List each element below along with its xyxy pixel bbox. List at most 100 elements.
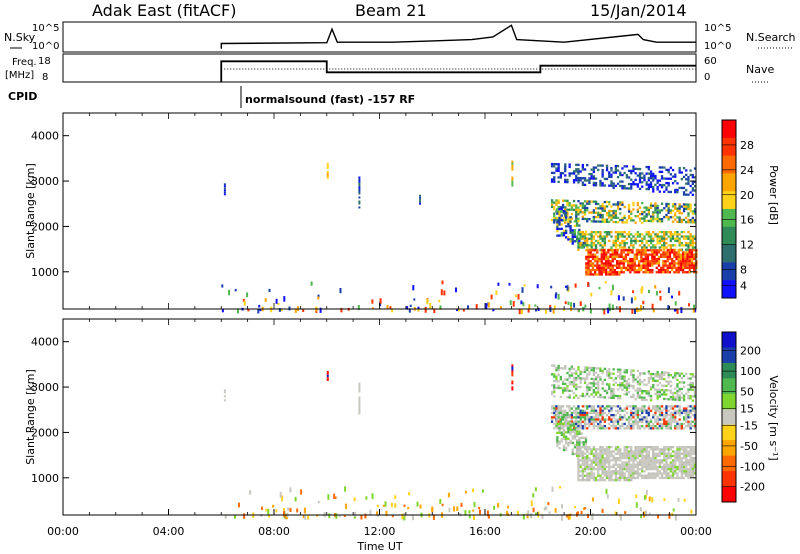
power-echo-lower-top (608, 239, 611, 243)
power-echo-lower (684, 264, 687, 267)
velocity-echo-upper (570, 374, 573, 377)
power-echo-middle (649, 217, 653, 220)
velocity-echo-lower (643, 454, 646, 458)
power-echo-lower-top (685, 242, 688, 245)
velocity-echo-upper (592, 380, 595, 383)
power-echo-upper (660, 166, 664, 169)
velocity-echo-middle (588, 420, 591, 423)
power-echo-ground (237, 308, 239, 314)
power-echo-middle (687, 207, 690, 211)
velocity-echo-upper (689, 373, 692, 376)
velocity-echo-lower (623, 448, 626, 451)
velocity-echo-upper (588, 366, 591, 369)
power-echo-upper (616, 165, 620, 168)
velocity-echo-lower (676, 465, 679, 469)
velocity-echo-lower (619, 457, 622, 460)
velocity-echo-streak (326, 370, 329, 373)
velocity-echo-lower (590, 461, 593, 464)
power-echo-upper (597, 164, 600, 167)
velocity-echo-lower (678, 446, 681, 449)
power-echo-lower (673, 266, 676, 269)
velocity-echo-middle (658, 405, 661, 408)
velocity-echo-upper (663, 393, 666, 396)
velocity-echo-middle (630, 422, 633, 426)
velocity-echo-upper (623, 379, 626, 383)
power-echo-lower-top (656, 237, 659, 240)
power-echo-lower-top (645, 246, 648, 249)
power-echo-ground (455, 287, 457, 293)
power-echo-streak (223, 191, 226, 194)
velocity-echo-lower (603, 457, 606, 460)
power-echo-lower (668, 257, 672, 261)
velocity-echo-lower (619, 479, 622, 482)
power-echo-lower (682, 260, 685, 263)
power-echo-upper (572, 170, 576, 173)
power-echo-ground (310, 281, 313, 286)
power-echo-lower-top (689, 242, 692, 245)
velocity-echo-middle (632, 425, 635, 428)
power-echo-upper (605, 164, 609, 167)
y-tick-label: 2000 (31, 220, 59, 233)
power-echo-lower (607, 255, 610, 258)
velocity-echo-edge (584, 438, 588, 442)
power-echo-lower-top (658, 231, 661, 234)
velocity-echo-middle (667, 422, 670, 426)
velocity-echo-middle (691, 425, 694, 428)
power-echo-upper (555, 169, 558, 172)
velocity-echo-lower (608, 463, 611, 466)
power-echo-edge (569, 218, 572, 221)
power-echo-edge (584, 230, 588, 233)
power-echo-middle (627, 210, 631, 213)
velocity-echo-edge (578, 432, 581, 435)
velocity-echo-lower (619, 463, 622, 466)
velocity-echo-lower (599, 463, 602, 466)
velocity-echo-lower (680, 446, 683, 449)
power-echo-middle (641, 210, 644, 214)
power-echo-middle (625, 221, 628, 224)
velocity-echo-ground (448, 507, 451, 513)
power-echo-lower (693, 257, 696, 261)
power-echo-lower (688, 249, 691, 252)
power-echo-lower-top (674, 231, 677, 234)
velocity-echo-lower (656, 459, 659, 462)
velocity-echo-upper (678, 394, 681, 397)
power-echo-lower (688, 262, 691, 265)
power-echo-lower (591, 273, 595, 276)
velocity-echo-lower (676, 468, 679, 471)
power-echo-upper (693, 180, 697, 183)
power-echo-upper (599, 184, 602, 187)
velocity-echo-lower (643, 457, 646, 460)
velocity-echo-middle (588, 411, 591, 415)
velocity-echo-lower (621, 454, 624, 458)
velocity-echo-middle (641, 405, 644, 408)
velocity-echo-middle (630, 409, 633, 412)
power-echo-upper (553, 176, 556, 179)
velocity-echo-edge (565, 448, 568, 452)
velocity-echo-lower (652, 461, 655, 464)
velocity-echo-upper (581, 370, 584, 373)
power-echo-edge (556, 216, 559, 220)
power-echo-lower (655, 253, 658, 256)
velocity-echo-middle (601, 409, 604, 412)
velocity-echo-lower (601, 479, 604, 482)
power-echo-lower (633, 271, 636, 274)
velocity-echo-lower (654, 448, 657, 451)
velocity-echo-middle (583, 420, 587, 423)
velocity-echo-middle (579, 418, 582, 421)
power-echo-upper (610, 180, 613, 183)
velocity-echo-ground (407, 507, 410, 510)
power-echo-edge (565, 229, 568, 232)
velocity-echo-lower (660, 461, 664, 464)
velocity-echo-upper (592, 367, 595, 370)
power-echo-upper (579, 179, 582, 182)
power-echo-lower (589, 268, 592, 272)
power-echo-lower (682, 251, 685, 254)
x-tick-label: 00:00 (680, 525, 712, 538)
velocity-echo-lower (590, 476, 593, 480)
power-echo-edge (565, 236, 568, 239)
velocity-echo-upper (597, 380, 600, 383)
power-echo-lower-top (614, 237, 617, 240)
velocity-echo-lower (685, 461, 688, 464)
velocity-echo-middle (669, 422, 672, 426)
